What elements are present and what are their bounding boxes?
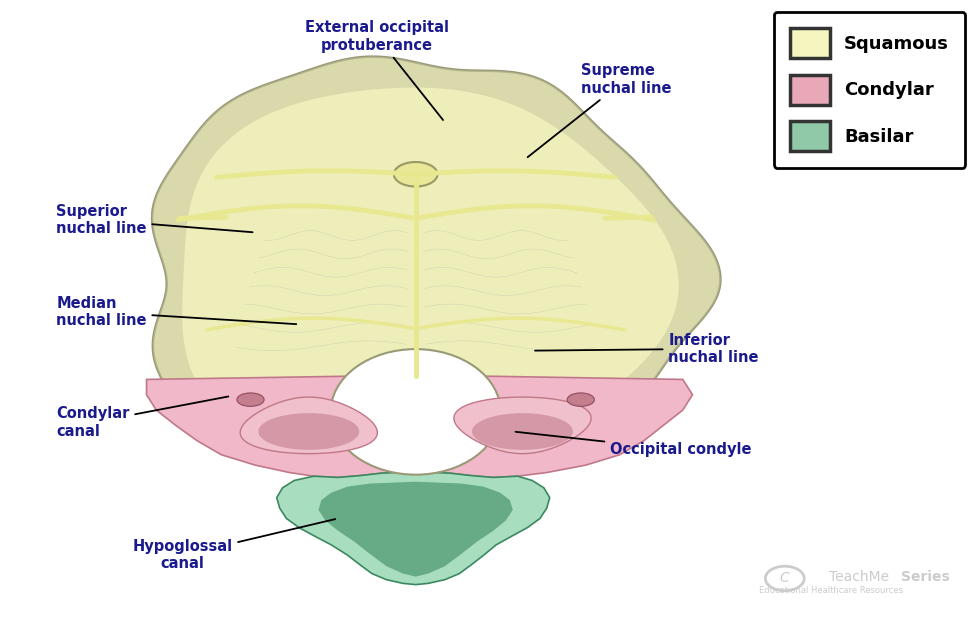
Polygon shape [152, 57, 720, 494]
Ellipse shape [236, 393, 264, 407]
Polygon shape [472, 413, 573, 450]
Ellipse shape [568, 393, 594, 407]
Text: Occipital condyle: Occipital condyle [516, 432, 751, 457]
Text: Supreme
nuchal line: Supreme nuchal line [528, 63, 671, 157]
Text: Inferior
nuchal line: Inferior nuchal line [535, 332, 759, 365]
Ellipse shape [394, 162, 438, 187]
Polygon shape [258, 413, 360, 450]
Polygon shape [182, 88, 679, 478]
Text: TeachMe: TeachMe [828, 570, 889, 583]
Text: Superior
nuchal line: Superior nuchal line [57, 204, 253, 237]
Text: Series: Series [902, 570, 950, 583]
Polygon shape [152, 57, 720, 494]
Text: Condylar
canal: Condylar canal [57, 397, 229, 439]
Polygon shape [454, 397, 591, 454]
Text: C: C [780, 572, 789, 585]
Polygon shape [240, 397, 377, 454]
Ellipse shape [330, 349, 500, 475]
Text: External occipital
protuberance: External occipital protuberance [305, 20, 448, 120]
Text: Median
nuchal line: Median nuchal line [57, 296, 296, 328]
Polygon shape [276, 472, 550, 585]
Text: Educational Healthcare Resources: Educational Healthcare Resources [759, 586, 904, 595]
Polygon shape [147, 375, 693, 478]
Legend: Squamous, Condylar, Basilar: Squamous, Condylar, Basilar [774, 12, 965, 167]
Text: Hypoglossal
canal: Hypoglossal canal [133, 519, 335, 572]
Polygon shape [319, 481, 513, 577]
